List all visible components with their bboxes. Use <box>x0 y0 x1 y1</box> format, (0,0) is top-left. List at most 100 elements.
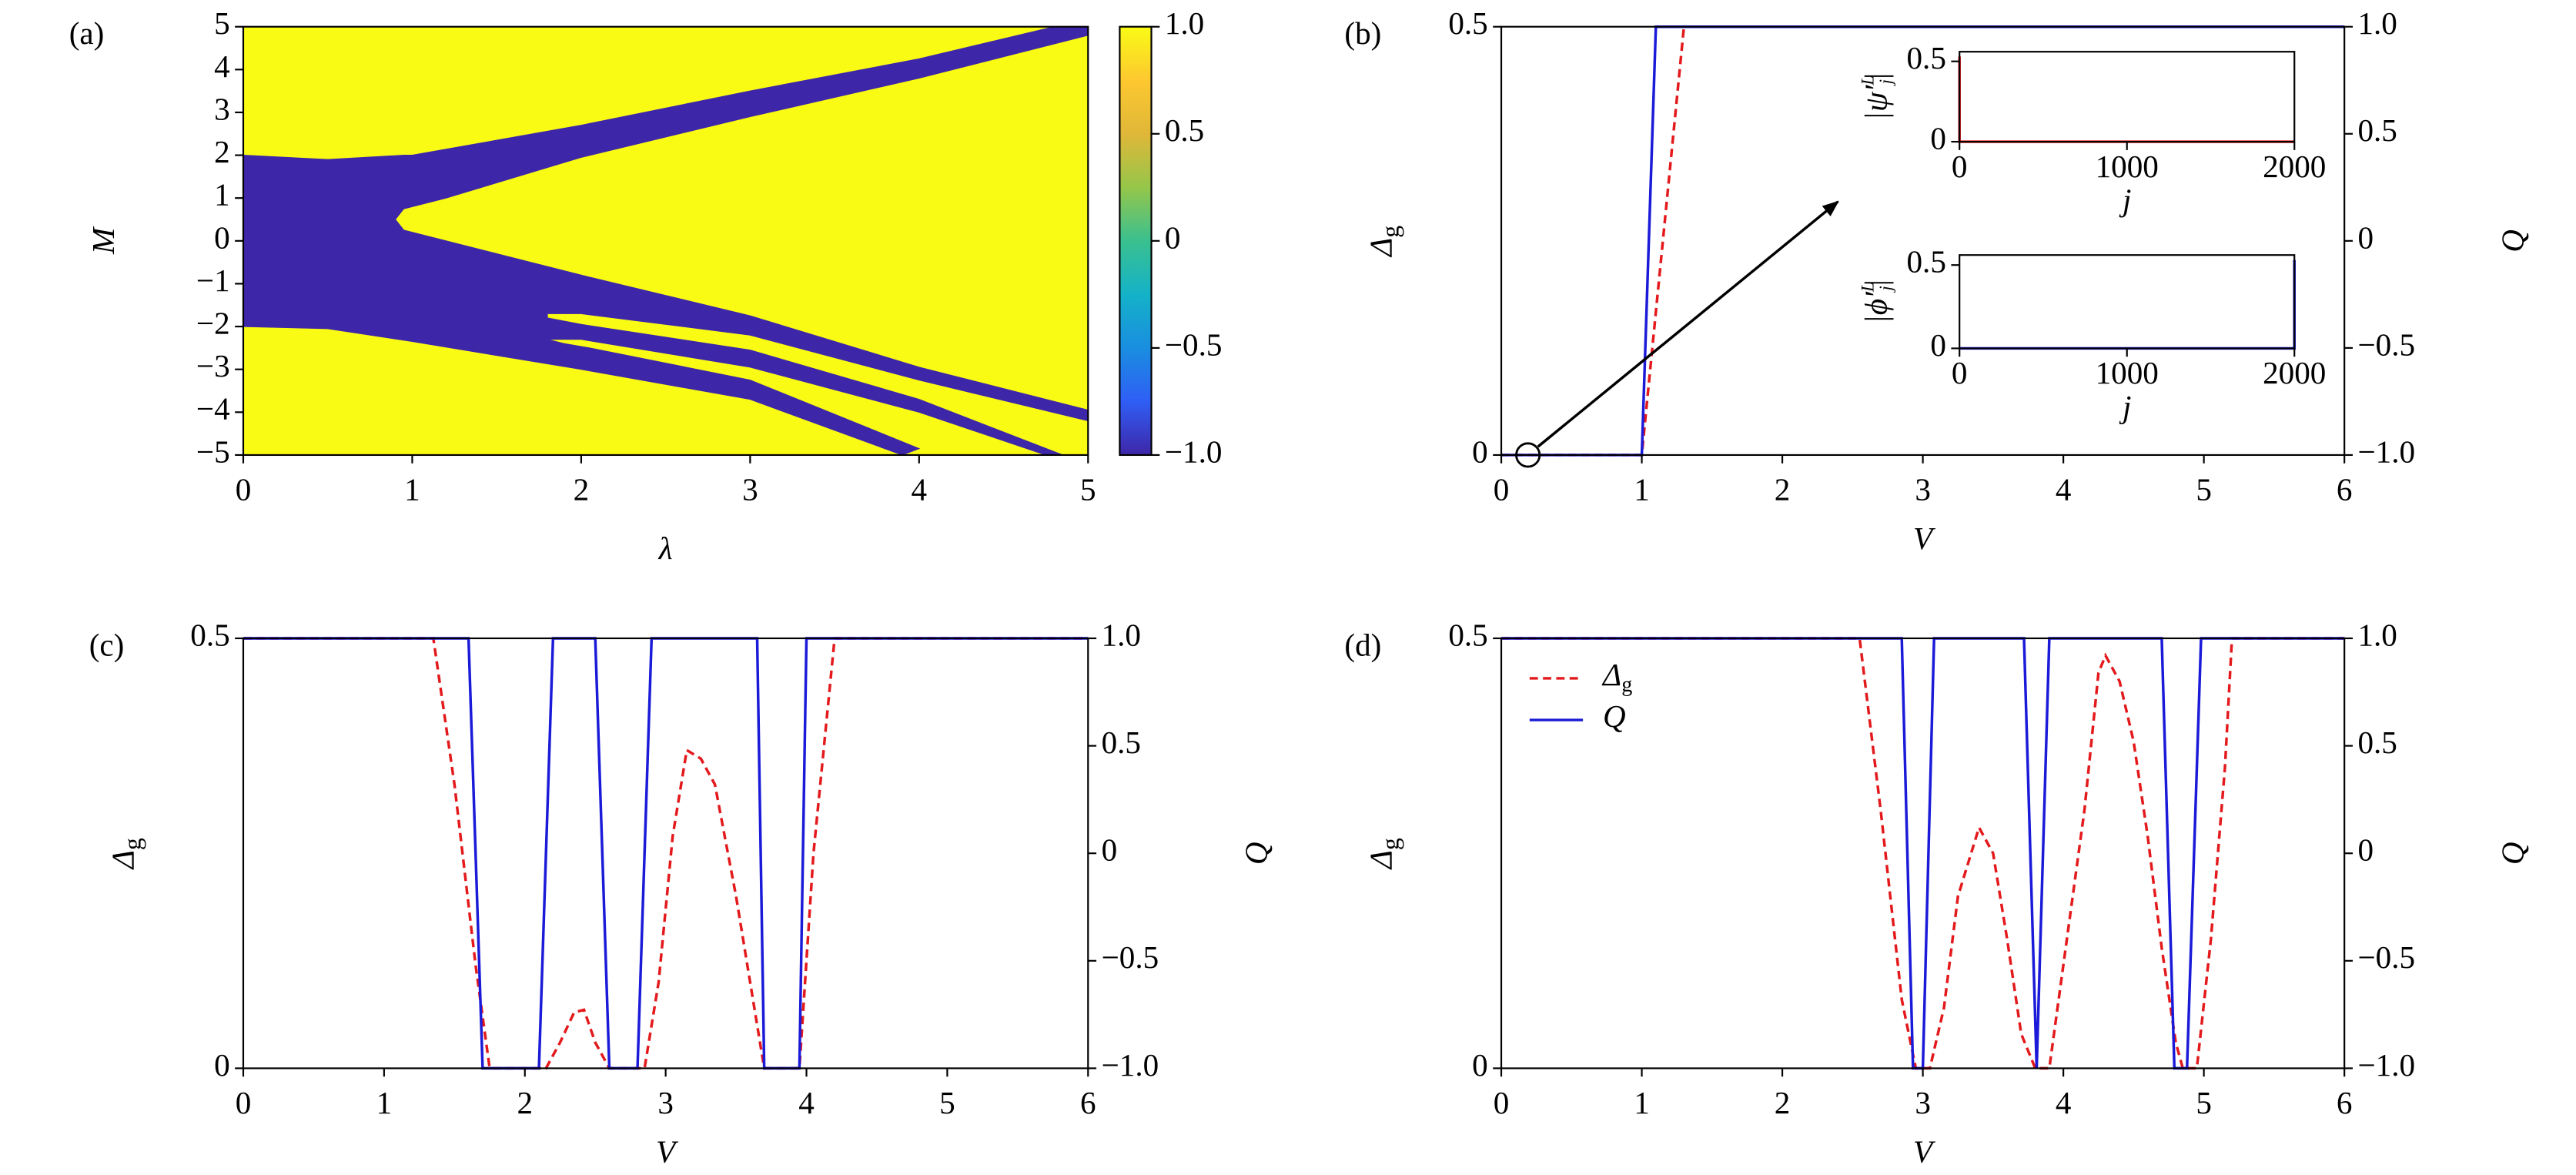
label-sub: j <box>1876 79 1895 86</box>
label-end: | <box>1858 280 1894 286</box>
x-tick-label: 1000 <box>2096 149 2159 184</box>
y-tick-label: −0.5 <box>1165 326 1223 362</box>
panel-label: (d) <box>1344 627 1381 663</box>
plot-frame <box>242 637 1089 1070</box>
x-tick-label: 1000 <box>2096 355 2159 390</box>
y-tick-label: −5 <box>196 434 230 469</box>
label-text: Δ <box>1363 850 1399 870</box>
x-tick-label: 5 <box>1080 472 1096 507</box>
y-tick-label: 2 <box>214 134 230 169</box>
x-tick-label: 1 <box>404 472 420 507</box>
y-tick-label: −1.0 <box>2357 1047 2415 1083</box>
y-tick-label: 4 <box>214 49 230 84</box>
label-text: Δ <box>1363 238 1399 258</box>
x-tick-label: 6 <box>1080 1085 1096 1120</box>
y-tick-label: 0.5 <box>1907 40 1946 75</box>
axis-label: Δg <box>105 838 146 870</box>
x-tick-label: 3 <box>657 1085 674 1120</box>
label-sub: g <box>119 838 146 850</box>
x-tick-label: 2000 <box>2263 149 2326 184</box>
axis-label: j <box>2119 389 2131 424</box>
x-tick-label: 4 <box>798 1085 815 1120</box>
y-tick-label: 0.5 <box>1165 112 1204 148</box>
axis-label: V <box>656 1133 679 1169</box>
x-tick-label: 1 <box>1634 472 1650 507</box>
x-tick-label: 5 <box>939 1085 955 1120</box>
y-tick-label: −1.0 <box>2357 434 2415 469</box>
y-tick-label: 0.5 <box>2357 112 2397 148</box>
y-tick-label: 0 <box>214 1047 230 1083</box>
label-sub: j <box>1876 286 1895 293</box>
y-tick-label: 0 <box>1472 1047 1488 1083</box>
y-tick-label: −0.5 <box>1102 939 1159 975</box>
x-tick-label: 1 <box>376 1085 393 1120</box>
x-tick-label: 4 <box>2056 472 2072 507</box>
label-sup: L <box>1858 75 1878 86</box>
x-tick-label: 2 <box>1775 1085 1791 1120</box>
y-tick-label: 0 <box>2357 219 2374 255</box>
line-series <box>1501 637 2345 1070</box>
zoom-arrow <box>1537 200 1839 448</box>
x-tick-label: 2 <box>574 472 590 507</box>
y-tick-label: −1.0 <box>1165 434 1223 469</box>
x-tick-label: 3 <box>1915 1085 1931 1120</box>
x-tick-label: 0 <box>236 472 252 507</box>
line-series <box>243 637 1089 1070</box>
x-tick-label: 0 <box>1952 149 1968 184</box>
y-tick-label: 1.0 <box>2357 617 2397 652</box>
x-tick-label: 4 <box>2056 1085 2072 1120</box>
legend-name: Q <box>1603 698 1626 734</box>
y-tick-label: 0 <box>1930 120 1946 156</box>
axis-label: |ψ′Lj| <box>1858 73 1896 121</box>
y-tick-label: 1.0 <box>2357 5 2397 41</box>
label-text: |ψ′ <box>1858 85 1894 121</box>
axis-label: V <box>1913 1133 1936 1169</box>
x-tick-label: 2 <box>517 1085 533 1120</box>
legend-name-sub: g <box>1621 673 1632 697</box>
label-text: Δ <box>105 850 141 870</box>
y-tick-label: 1.0 <box>1165 5 1204 41</box>
inset-background <box>1959 52 2295 142</box>
axis-label: M <box>85 226 121 255</box>
axis-label: Q <box>2495 229 2531 253</box>
y-tick-label: −4 <box>196 391 230 427</box>
x-tick-label: 3 <box>742 472 758 507</box>
legend-name: Δ <box>1601 657 1621 692</box>
y-tick-label: 0.5 <box>1448 617 1487 652</box>
label-sub: g <box>1377 838 1404 850</box>
y-tick-label: 0.5 <box>1907 244 1946 280</box>
y-tick-label: 3 <box>214 91 230 126</box>
heatmap-region <box>563 343 921 456</box>
y-tick-label: 0 <box>1102 832 1118 868</box>
axis-label: Δg <box>1363 838 1404 870</box>
x-tick-label: 0 <box>1952 355 1968 390</box>
zoom-circle <box>1515 442 1541 468</box>
legend-label: Q <box>1603 698 1626 734</box>
inset-background <box>1959 255 2295 349</box>
label-sub: g <box>1377 226 1404 238</box>
y-tick-label: −1 <box>196 263 230 298</box>
axis-label: j <box>2119 182 2131 218</box>
y-tick-label: 0 <box>2357 832 2374 868</box>
y-tick-label: 0.5 <box>1448 5 1487 41</box>
y-tick-label: 0 <box>1165 219 1181 255</box>
x-tick-label: 0 <box>236 1085 252 1120</box>
y-tick-label: 0.5 <box>190 617 229 652</box>
panel-label: (b) <box>1344 15 1381 52</box>
label-sup: L <box>1858 282 1878 293</box>
y-tick-label: 1.0 <box>1102 617 1141 652</box>
axis-label: Q <box>2495 842 2531 865</box>
x-tick-label: 5 <box>2196 1085 2212 1120</box>
axis-label: |ϕ′Lj| <box>1858 280 1896 323</box>
y-tick-label: −0.5 <box>2357 326 2415 362</box>
y-tick-label: −2 <box>196 306 230 341</box>
label-text: |ϕ′ <box>1858 291 1894 324</box>
plot-frame <box>1500 637 2346 1070</box>
x-tick-label: 0 <box>1494 472 1510 507</box>
y-tick-label: 0.5 <box>2357 725 2397 760</box>
legend-label: Δg <box>1601 657 1632 697</box>
x-tick-label: 3 <box>1915 472 1931 507</box>
x-tick-label: 2 <box>1775 472 1791 507</box>
